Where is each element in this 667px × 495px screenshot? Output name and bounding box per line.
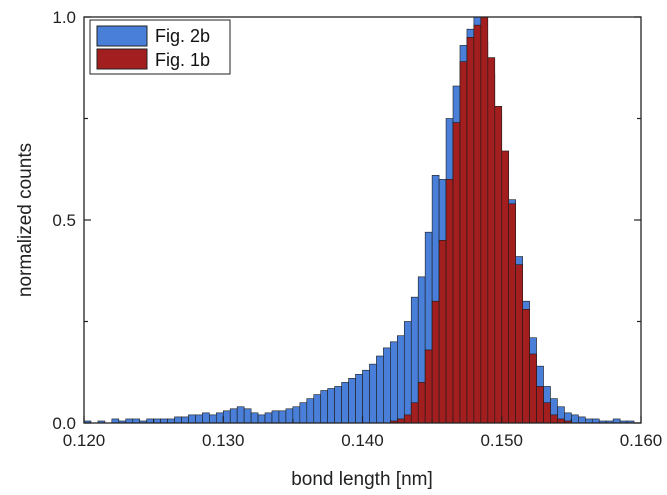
histogram-bar — [348, 378, 356, 424]
x-tick-label: 0.130 — [202, 431, 245, 450]
histogram-bar — [306, 398, 315, 424]
histogram-bar — [229, 408, 238, 424]
histogram-bar — [320, 390, 328, 424]
histogram-bar — [209, 414, 217, 424]
histogram-bar — [410, 402, 419, 424]
histogram-bar — [403, 321, 412, 424]
histogram-bar — [264, 412, 273, 424]
histogram-bar — [543, 402, 551, 424]
histogram-bar — [445, 179, 454, 424]
histogram-bar — [188, 414, 196, 424]
series-1-bars — [390, 16, 572, 424]
histogram-bar — [466, 36, 475, 424]
histogram-bar — [473, 24, 482, 424]
x-tick-label: 0.140 — [341, 431, 384, 450]
x-tick-label: 0.160 — [620, 431, 663, 450]
series-0-bars — [83, 16, 635, 424]
bars-layer — [83, 16, 635, 424]
histogram-bar — [362, 369, 370, 424]
histogram-bar — [236, 406, 245, 424]
histogram-bar — [285, 408, 294, 424]
histogram-bar — [257, 414, 266, 424]
histogram-bar — [369, 363, 377, 424]
histogram-bar — [494, 106, 503, 424]
histogram-bar — [181, 416, 189, 424]
histogram-bar — [341, 382, 349, 424]
histogram-bar — [174, 416, 182, 424]
x-tick-label: 0.150 — [480, 431, 523, 450]
histogram-bar — [571, 414, 579, 424]
histogram-bar — [334, 386, 342, 424]
histogram-bar — [243, 408, 252, 424]
histogram-bar — [501, 150, 510, 424]
histogram-bar — [313, 394, 322, 424]
histogram-bar — [376, 355, 384, 424]
histogram-bar — [529, 353, 537, 424]
legend-swatch-fig1b — [96, 48, 148, 70]
y-tick-label: 1.0 — [52, 8, 76, 27]
histogram-bar — [355, 373, 363, 424]
histogram-bar — [578, 416, 586, 424]
ticks-layer: 0.120 0.130 0.140 0.150 0.160 0.0 0.5 1.0 — [52, 8, 662, 450]
histogram-bar — [452, 122, 461, 424]
histogram-bar — [438, 240, 447, 424]
legend-label-fig2b: Fig. 2b — [155, 26, 210, 46]
plot-frame — [83, 16, 642, 424]
y-tick-label: 0.5 — [52, 211, 76, 230]
histogram-bar — [202, 412, 210, 424]
histogram-bar — [431, 300, 440, 424]
histogram-bar — [480, 16, 489, 424]
histogram-bar — [417, 382, 426, 424]
legend-label-fig1b: Fig. 1b — [155, 50, 210, 70]
histogram-bar — [250, 412, 259, 424]
histogram-bar — [424, 349, 433, 424]
histogram-bar — [508, 203, 516, 424]
x-tick-label: 0.120 — [63, 431, 106, 450]
histogram-bar — [278, 410, 287, 424]
histogram-bar — [459, 61, 468, 424]
legend-swatch-fig2b — [96, 25, 148, 47]
histogram-bar — [195, 414, 203, 424]
y-axis-label: normalized counts — [15, 143, 36, 297]
histogram-bar — [383, 347, 391, 424]
y-tick-label: 0.0 — [52, 414, 76, 433]
histogram-bar — [487, 57, 496, 424]
histogram-bar — [515, 264, 523, 424]
histogram-bar — [522, 309, 530, 424]
histogram-bar — [271, 410, 280, 424]
histogram-bar — [550, 414, 558, 424]
x-axis-label: bond length [nm] — [291, 469, 433, 490]
histogram-bar — [222, 410, 231, 424]
histogram-bar — [215, 412, 224, 424]
histogram-bar — [390, 341, 398, 424]
legend: Fig. 2b Fig. 1b — [89, 19, 231, 75]
histogram-bar — [403, 414, 412, 424]
histogram-bar — [292, 406, 301, 424]
histogram-bar — [327, 388, 335, 424]
histogram-bar — [397, 335, 405, 424]
histogram-bar — [536, 386, 544, 424]
histogram-bar — [299, 402, 308, 424]
